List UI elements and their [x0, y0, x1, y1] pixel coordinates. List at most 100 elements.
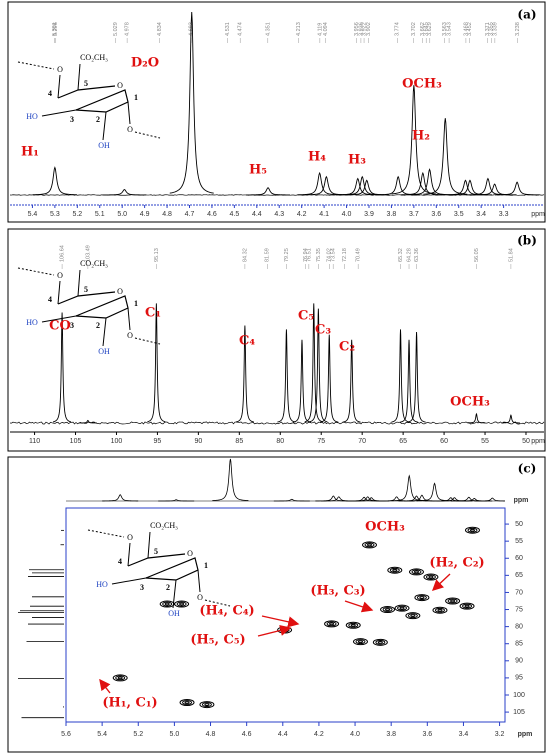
structure-label: 3	[70, 321, 74, 330]
contour	[324, 620, 340, 628]
contour	[372, 638, 388, 646]
cross-peak	[387, 566, 403, 574]
projection-peak	[416, 482, 453, 502]
annotation: H₄	[308, 150, 326, 165]
annotation: OCH₃	[402, 77, 442, 92]
annotation: OCH₃	[365, 520, 405, 535]
structure-label: 2	[96, 115, 100, 124]
x-tick-label: 3.6	[422, 731, 432, 738]
y-tick-label: 60	[515, 555, 523, 562]
peak-label: 79.25	[284, 248, 290, 262]
peak	[297, 171, 342, 196]
contour	[179, 699, 195, 707]
peak	[465, 177, 510, 196]
peak-label: 4.119	[317, 23, 323, 36]
cross-peak	[380, 606, 396, 614]
cross-peak	[159, 600, 175, 608]
annotation: H₅	[249, 163, 267, 178]
x-tick-label: 3.3	[499, 211, 509, 218]
annotation: D₂O	[131, 56, 159, 71]
structure-label: O	[197, 593, 203, 602]
peak	[391, 329, 410, 423]
x-tick-label: 65	[399, 438, 407, 445]
contour	[397, 605, 408, 611]
contour	[375, 639, 386, 645]
contour	[179, 602, 185, 606]
ring	[57, 85, 129, 113]
y-unit: ppm	[514, 497, 529, 504]
x-tick-label: 4.1	[319, 211, 329, 218]
structure-label: O	[117, 81, 123, 90]
peak	[467, 412, 486, 424]
bond	[17, 267, 55, 276]
panel-label: (c)	[518, 462, 537, 476]
bond	[127, 307, 131, 331]
contour	[416, 595, 427, 600]
peak-label: 81.59	[265, 248, 271, 262]
annotation: H₃	[348, 153, 366, 168]
projection-peak	[403, 494, 440, 502]
peak-label: 65.32	[398, 248, 404, 262]
contour	[362, 541, 378, 549]
structure-label: 4	[48, 295, 52, 304]
x-tick-label: 3.9	[364, 211, 374, 218]
peak-label: 95.13	[154, 248, 160, 262]
structure-label: HO	[96, 580, 108, 589]
contour	[450, 599, 456, 603]
cross-peak	[179, 699, 195, 707]
peak-label: 3.468	[463, 22, 469, 36]
peak	[169, 11, 214, 194]
peak-label: 70.49	[356, 248, 362, 262]
peak	[344, 179, 389, 196]
annotation: C₄	[239, 334, 255, 349]
x-tick-label: 4.4	[252, 211, 262, 218]
peak-label: 4.351	[265, 22, 271, 36]
x-unit: ppm	[531, 211, 545, 218]
structure-label: 3	[140, 583, 144, 592]
peak-label: 3.774	[395, 22, 401, 36]
y-tick-label: 75	[515, 606, 523, 613]
peak-label: 106.64	[60, 245, 66, 262]
structure-label: OH	[168, 609, 180, 618]
x-unit: ppm	[531, 438, 545, 445]
contour	[182, 700, 193, 705]
peak	[102, 188, 147, 196]
y-tick-label: 90	[515, 658, 523, 665]
cross-peak	[174, 600, 190, 608]
structure-label: 3	[70, 115, 74, 124]
contour	[437, 608, 443, 612]
x-tick-label: 5.2	[133, 731, 143, 738]
x-tick-label: 85	[235, 438, 243, 445]
peak-label: 4.213	[296, 22, 302, 36]
bond	[102, 317, 107, 347]
panel-label: (b)	[517, 234, 537, 248]
structure-label: HO	[26, 318, 38, 327]
cross-peak	[112, 674, 128, 682]
y-tick-label: 65	[515, 572, 523, 579]
x-tick-label: 4.2	[297, 211, 307, 218]
structure-label: 1	[204, 561, 208, 570]
peak	[320, 334, 339, 423]
contour	[387, 566, 403, 574]
projection-peak	[102, 494, 139, 502]
annotation: H₂	[412, 129, 430, 144]
projection-peak	[273, 498, 310, 502]
projection-peak	[212, 458, 249, 501]
x-tick-label: 3.4	[476, 211, 486, 218]
peak	[52, 312, 72, 423]
bond	[57, 74, 61, 99]
contour	[469, 528, 475, 532]
annotation: (H₄, C₄)	[199, 604, 254, 619]
x-tick-label: 5.6	[61, 731, 71, 738]
annotation: C₁	[145, 306, 161, 321]
cross-peak	[423, 573, 439, 581]
cross-peak	[352, 638, 368, 646]
structure-label: O	[57, 271, 63, 280]
x-tick-label: 80	[276, 438, 284, 445]
structure-label: OH	[98, 347, 110, 356]
cross-peak	[345, 621, 361, 629]
structure-label: 1	[134, 299, 138, 308]
x-tick-label: 3.8	[386, 731, 396, 738]
arrow	[431, 573, 451, 591]
bond	[17, 61, 55, 70]
